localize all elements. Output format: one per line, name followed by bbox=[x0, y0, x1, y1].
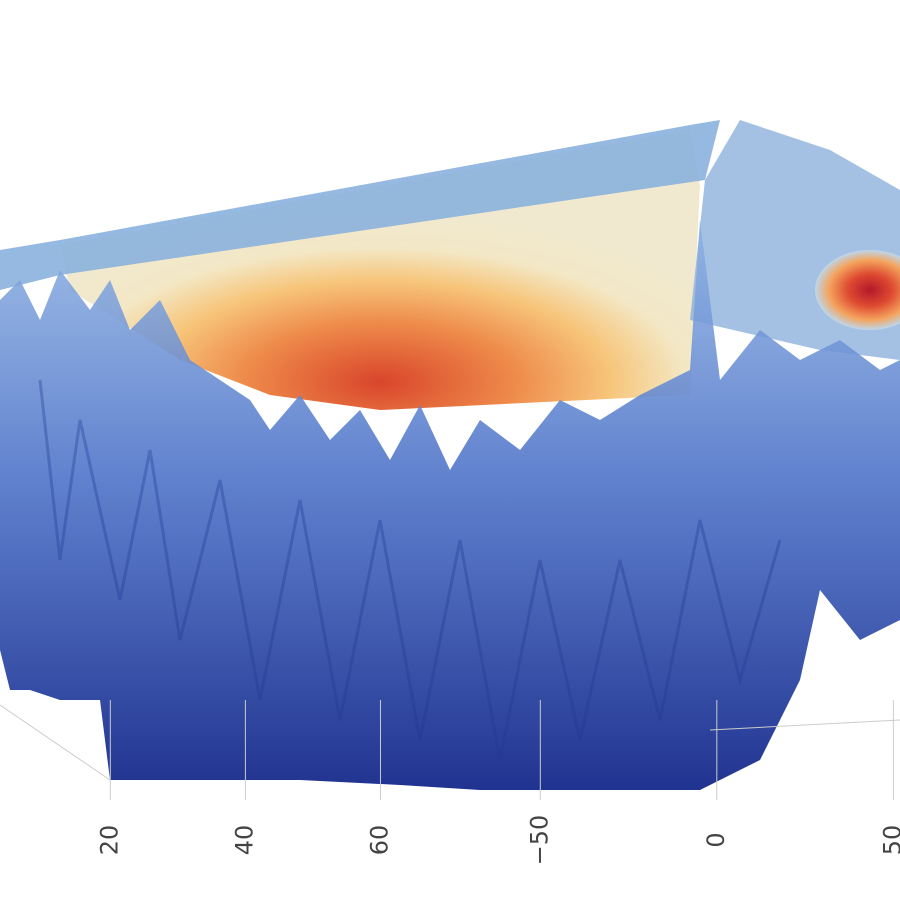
tick-label: 50 bbox=[878, 825, 900, 856]
axis-line bbox=[709, 719, 900, 731]
tick-label: 60 bbox=[365, 825, 393, 856]
surface-edge bbox=[0, 120, 720, 290]
ticks: 20 40 60 −50 0 50 bbox=[95, 700, 900, 865]
tick-label: 40 bbox=[230, 825, 258, 856]
axis-line bbox=[0, 704, 111, 781]
surface-peak bbox=[815, 250, 900, 330]
tick-label: 20 bbox=[95, 825, 123, 856]
tick-label: 0 bbox=[702, 832, 730, 847]
surface bbox=[0, 120, 900, 790]
tick-label: −50 bbox=[525, 815, 553, 866]
surface-body bbox=[0, 220, 900, 790]
surface-ridge bbox=[38, 379, 782, 761]
